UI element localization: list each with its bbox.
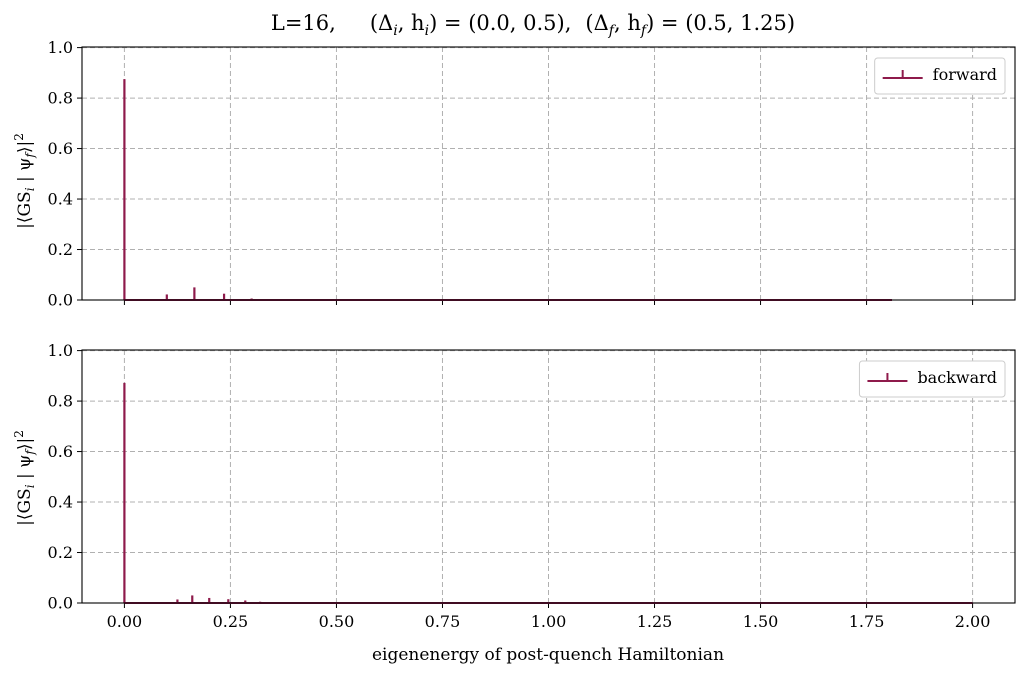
x-tick-label: 0.25: [213, 612, 249, 631]
y-tick-label: 1.0: [48, 341, 73, 360]
y-tick-label: 0.2: [48, 543, 73, 562]
legend-box: [874, 57, 1006, 95]
y-tick-label: 0.0: [48, 594, 73, 613]
top-panel-legend: forward: [874, 57, 1006, 95]
legend-box: [858, 360, 1006, 398]
y-tick-label: 0.0: [48, 291, 73, 310]
bottom-panel-frame: [81, 349, 1016, 604]
y-tick-label: 0.4: [48, 190, 73, 209]
legend-label-forward: forward: [933, 65, 997, 84]
x-tick-label: 1.25: [637, 612, 673, 631]
bottom-panel: 0.00 0.25 0.50 0.75 1.00 1.25 1.50 1.75 2.00 0.0 0…: [12, 341, 1016, 631]
bottom-panel-legend: backward: [858, 360, 1006, 398]
bottom-panel-ticks: 0.00 0.25 0.50 0.75 1.00 1.25 1.50 1.75 2.00 0.0 0…: [48, 341, 991, 631]
y-tick-label: 0.8: [48, 392, 73, 411]
x-tick-label: 0.50: [319, 612, 355, 631]
x-tick-label: 0.00: [107, 612, 143, 631]
x-tick-label: 1.75: [849, 612, 885, 631]
y-tick-label: 0.6: [48, 442, 73, 461]
legend-label-backward: backward: [917, 368, 997, 387]
x-tick-label: 1.50: [743, 612, 779, 631]
y-tick-label: 0.8: [48, 89, 73, 108]
top-panel-frame: [81, 46, 1016, 301]
top-panel-ylabel: |⟨GSi | ψf⟩|2: [12, 133, 37, 229]
x-axis-label: eigenenergy of post-quench Hamiltonian: [372, 645, 724, 665]
x-tick-label: 0.75: [425, 612, 461, 631]
y-tick-label: 0.4: [48, 493, 73, 512]
y-tick-label: 1.0: [48, 38, 73, 57]
x-tick-label: 1.00: [531, 612, 567, 631]
top-panel-stems: [123, 79, 893, 301]
y-tick-label: 0.6: [48, 139, 73, 158]
bottom-panel-ylabel: |⟨GSi | ψf⟩|2: [12, 430, 37, 526]
x-tick-label: 2.00: [955, 612, 991, 631]
y-tick-label: 0.2: [48, 240, 73, 259]
top-panel: 0.0 0.2 0.4 0.6 0.8 1.0 forward |⟨GSi | ψf⟩|2: [12, 38, 1016, 310]
chart-title: L=16, (Δi, hi) = (0.0, 0.5), (Δf, hf) = (0…: [271, 11, 795, 39]
top-panel-ticks: 0.0 0.2 0.4 0.6 0.8 1.0: [48, 38, 974, 310]
